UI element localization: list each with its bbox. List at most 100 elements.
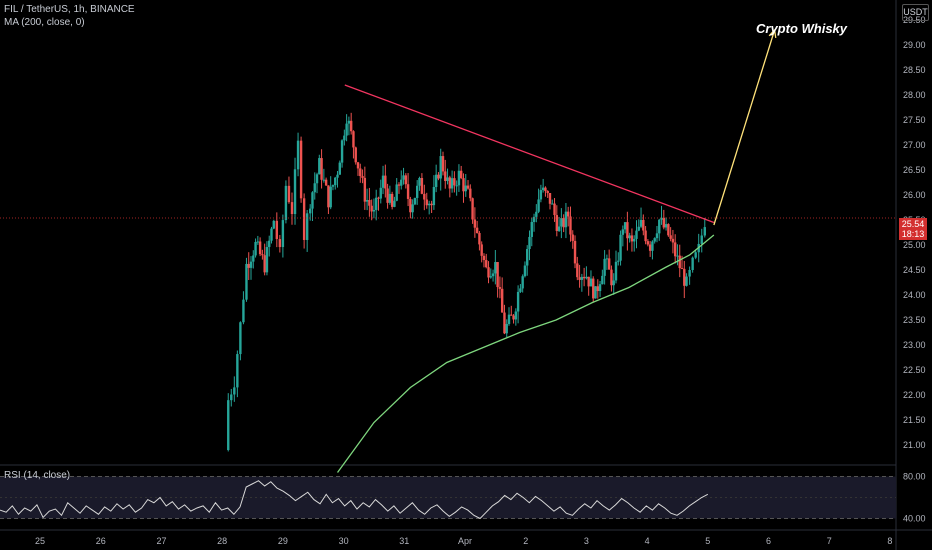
candle-body: [694, 252, 697, 258]
candle-body: [466, 185, 470, 189]
watermark-text: Crypto Whisky: [756, 21, 848, 36]
candle-body: [576, 263, 579, 278]
candle-body: [555, 215, 559, 231]
candle-body: [566, 211, 570, 217]
candle-body: [395, 184, 398, 201]
candle-body: [498, 287, 502, 289]
candle-body: [464, 185, 467, 192]
candle-body: [473, 219, 477, 228]
candle-body: [309, 208, 312, 214]
candle-body: [370, 205, 373, 212]
arrow-head: [768, 28, 777, 39]
candle-body: [614, 261, 618, 281]
candle-body: [519, 288, 522, 292]
candle-body: [676, 255, 679, 257]
candle-body: [587, 276, 590, 287]
candle-body: [503, 312, 506, 334]
candle-body: [331, 185, 335, 187]
candle-body: [667, 224, 670, 236]
candle-body: [359, 168, 362, 177]
candle-body: [299, 140, 303, 199]
candle-body: [249, 261, 253, 268]
candle-body: [480, 244, 483, 256]
candle-body: [415, 185, 419, 198]
candle-body: [642, 219, 645, 231]
candle-body: [496, 262, 499, 288]
chart-overlays: [0, 28, 896, 473]
candle-body: [453, 178, 456, 186]
candle-body: [313, 183, 316, 193]
candle-body: [377, 197, 380, 199]
current-price-value: 25.54: [901, 219, 925, 229]
candle-body: [630, 235, 634, 242]
price-tick-label: 28.50: [903, 65, 926, 75]
candle-body: [230, 394, 233, 401]
candle-body: [633, 238, 636, 242]
candle-body: [598, 284, 602, 292]
candle-body: [343, 135, 346, 141]
candle-body: [585, 276, 588, 279]
candle-body: [610, 269, 613, 286]
candle-body: [621, 229, 625, 235]
candle-body: [242, 299, 245, 323]
candle-body: [700, 235, 703, 244]
candle-body: [557, 226, 561, 231]
candle-body: [384, 175, 387, 189]
currency-badge[interactable]: USDT: [902, 4, 929, 21]
candle-body: [393, 200, 396, 207]
candle-body: [617, 260, 620, 262]
candle-body: [623, 222, 627, 230]
candle-body: [420, 177, 424, 194]
ma-indicator-label[interactable]: MA (200, close, 0): [4, 17, 85, 28]
candle-body: [651, 241, 654, 251]
candle-body: [252, 255, 255, 262]
rsi-indicator-label[interactable]: RSI (14, close): [4, 470, 71, 481]
candle-body: [381, 175, 385, 188]
candle-body: [411, 204, 414, 213]
candle-body: [539, 190, 543, 200]
candle-body: [361, 176, 364, 178]
time-tick-label: 5: [705, 536, 710, 546]
candle-body: [512, 315, 515, 320]
candle-body: [528, 236, 531, 250]
candle-body: [688, 269, 691, 277]
candle-body: [551, 203, 554, 205]
candle-body: [462, 178, 465, 192]
candle-body: [455, 185, 458, 187]
candle-body: [402, 175, 405, 180]
rsi-lower-tick: 40.00: [903, 513, 926, 523]
candle-body: [281, 220, 285, 248]
target-arrow: [713, 29, 776, 226]
price-tick-label: 25.00: [903, 240, 926, 250]
chart-title: FIL / TetherUS, 1h, BINANCE: [4, 4, 135, 15]
candle-body: [406, 184, 410, 199]
time-tick-label: 29: [278, 536, 288, 546]
price-tick-label: 27.50: [903, 115, 926, 125]
price-tick-label: 22.50: [903, 365, 926, 375]
candle-body: [571, 234, 574, 241]
current-price-label: 25.54 18:13: [899, 218, 927, 240]
candle-body: [628, 235, 631, 239]
candle-body: [482, 255, 486, 261]
candle-body: [532, 216, 536, 222]
resistance-trendline: [344, 84, 715, 224]
candle-body: [352, 131, 355, 148]
candle-body: [530, 221, 533, 237]
candle-body: [320, 158, 323, 180]
rsi-upper-tick: 80.00: [903, 472, 926, 482]
candle-body: [409, 198, 412, 213]
candle-body: [239, 322, 242, 355]
price-tick-label: 24.00: [903, 290, 926, 300]
candle-body: [626, 222, 629, 239]
candle-body: [580, 276, 584, 280]
candle-body: [227, 400, 230, 450]
time-tick-label: 27: [156, 536, 166, 546]
candle-body: [537, 199, 540, 212]
candle-body: [457, 170, 461, 186]
time-tick-label: 28: [217, 536, 227, 546]
candle-body: [535, 211, 538, 217]
price-tick-label: 29.00: [903, 40, 926, 50]
candle-body: [254, 241, 257, 256]
candle-body: [523, 265, 527, 277]
